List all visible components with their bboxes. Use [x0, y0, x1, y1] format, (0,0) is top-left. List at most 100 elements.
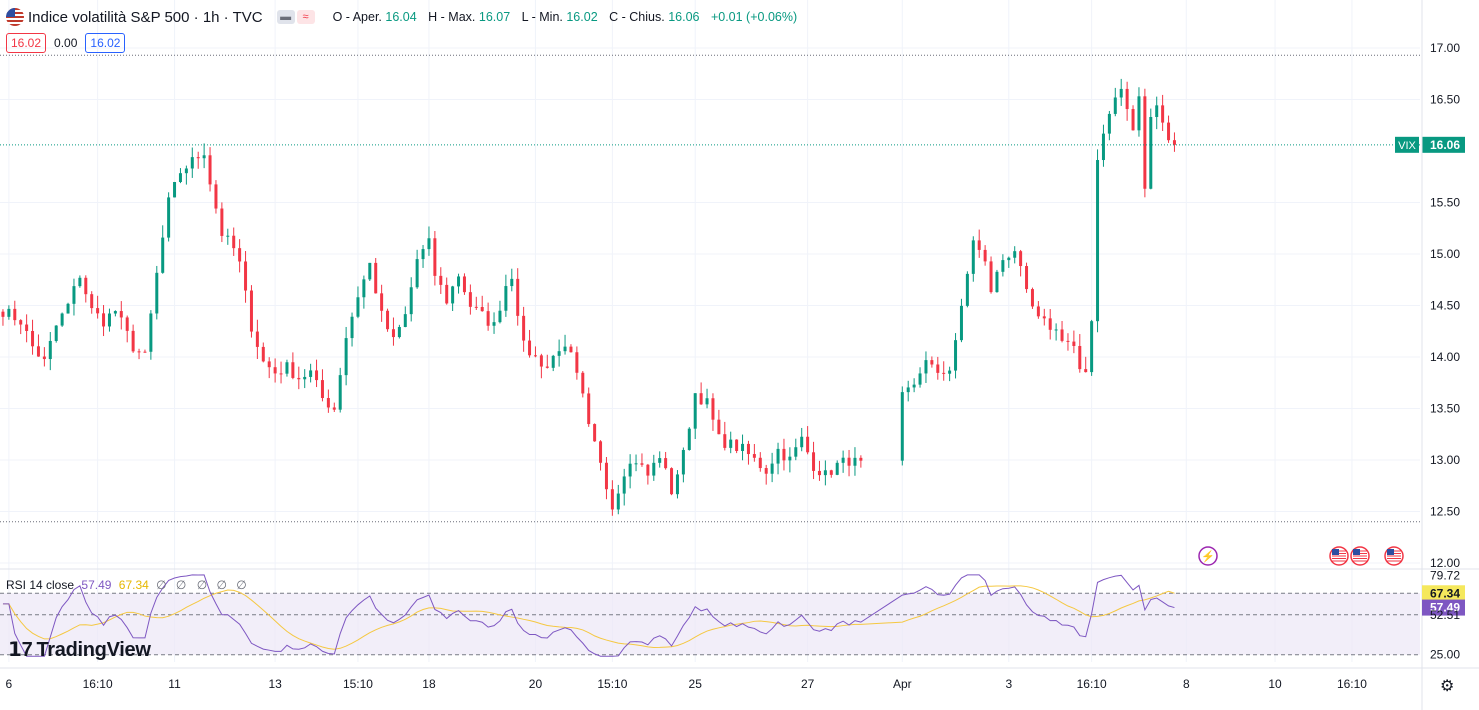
candle-body — [214, 184, 218, 209]
symbol-title[interactable]: Indice volatilità S&P 500 · 1h · TVC — [28, 8, 263, 26]
rsi-legend[interactable]: RSI 14 close 57.49 67.34 ∅ ∅ ∅ ∅ ∅ — [6, 578, 250, 592]
candle-body — [1060, 329, 1064, 341]
candle-body — [965, 273, 969, 306]
candle-body — [557, 351, 561, 356]
candle-body — [604, 462, 608, 490]
candle-body — [504, 286, 508, 311]
candle-body — [687, 428, 691, 450]
candle-body — [226, 235, 230, 237]
candle-body — [717, 419, 721, 435]
x-tick-label: Apr — [893, 677, 912, 691]
rsi-value: 57.49 — [81, 578, 112, 592]
series-tag-label: VIX — [1398, 140, 1416, 152]
candle-body — [593, 424, 597, 442]
candle-body — [96, 308, 100, 314]
candle-body — [427, 238, 431, 250]
candle-body — [616, 493, 620, 510]
candle-body — [622, 476, 626, 494]
candle-body — [711, 398, 715, 420]
candle-body — [752, 454, 756, 458]
candle-body — [462, 276, 466, 293]
tradingview-logo[interactable]: 𝟭7 TradingView — [8, 637, 151, 662]
brand-name: TradingView — [36, 639, 151, 661]
candle-body — [249, 290, 253, 332]
candle-body — [1072, 341, 1076, 346]
candle-body — [681, 449, 685, 475]
x-tick-label: 15:10 — [597, 677, 627, 691]
candle-body — [113, 311, 117, 314]
x-tick-label: 20 — [529, 677, 543, 691]
candle-body — [1001, 260, 1005, 272]
candle-body — [397, 327, 401, 338]
approx-icon[interactable]: ≈ — [296, 10, 315, 24]
x-tick-label: 16:10 — [83, 677, 113, 691]
candle-body — [1172, 140, 1176, 145]
candle-body — [664, 458, 668, 469]
minus-icon[interactable]: ▬ — [276, 10, 295, 24]
candle-body — [930, 360, 934, 365]
candle-body — [995, 271, 999, 293]
candle-body — [19, 320, 23, 325]
candle-body — [575, 352, 579, 373]
ohlc-open-label: O - Aper. — [332, 10, 382, 24]
flag-canton — [1387, 549, 1394, 555]
candle-body — [409, 287, 413, 315]
rsi-band — [0, 593, 1420, 655]
candle-body — [1167, 122, 1171, 141]
candle-body — [977, 240, 981, 250]
event-markers — [1198, 546, 1404, 566]
candle-body — [356, 297, 360, 317]
candle-body — [457, 276, 461, 287]
candle-body — [983, 249, 987, 262]
candle-body — [1078, 345, 1082, 370]
candle-body — [1007, 257, 1011, 261]
candle-body — [1042, 316, 1046, 319]
candle-body — [1149, 116, 1153, 189]
candle-body — [492, 322, 496, 326]
candle-body — [131, 330, 135, 352]
candle-body — [315, 370, 319, 381]
candle-body — [658, 458, 662, 463]
candle-body — [1090, 321, 1094, 373]
candle-body — [403, 314, 407, 328]
sell-price-box[interactable]: 16.02 — [6, 33, 47, 53]
flag-canton — [1332, 549, 1339, 555]
y-tick-label: 15.50 — [1430, 196, 1460, 210]
candle-body — [125, 317, 129, 331]
candle-body — [729, 439, 733, 448]
candle-body — [232, 235, 236, 249]
candle-body — [31, 330, 35, 347]
candle-body — [587, 393, 591, 425]
candle-body — [173, 182, 177, 198]
candle-body — [291, 362, 295, 378]
candle-body — [551, 355, 555, 368]
candle-body — [344, 338, 348, 376]
candle-body — [202, 155, 206, 159]
candle-body — [338, 375, 342, 410]
candle-body — [764, 468, 768, 474]
candle-body — [332, 407, 336, 410]
x-tick-label: 16:10 — [1337, 677, 1367, 691]
candle-body — [646, 464, 650, 476]
header-pills: ▬ ≈ — [276, 10, 315, 24]
candle-body — [149, 313, 153, 352]
candle-body — [859, 457, 863, 461]
candle-body — [54, 325, 58, 341]
y-tick-label: 12.00 — [1430, 556, 1460, 570]
candle-body — [741, 443, 745, 451]
settings-gear-icon[interactable]: ⚙ — [1440, 678, 1455, 695]
candle-body — [297, 377, 301, 380]
rsi-axis-label: 79.72 — [1430, 568, 1460, 582]
candle-body — [675, 474, 679, 495]
last-price-label: 16.06 — [1430, 138, 1460, 152]
candle-body — [705, 398, 709, 405]
candle-body — [119, 311, 123, 318]
rsi-axis-label: 57.49 — [1430, 601, 1460, 615]
candle-body — [380, 293, 384, 311]
candle-body — [480, 307, 484, 312]
candle-body — [788, 456, 792, 461]
spread-value: 0.00 — [54, 36, 78, 50]
buy-price-box[interactable]: 16.02 — [85, 33, 126, 53]
candle-body — [936, 364, 940, 373]
